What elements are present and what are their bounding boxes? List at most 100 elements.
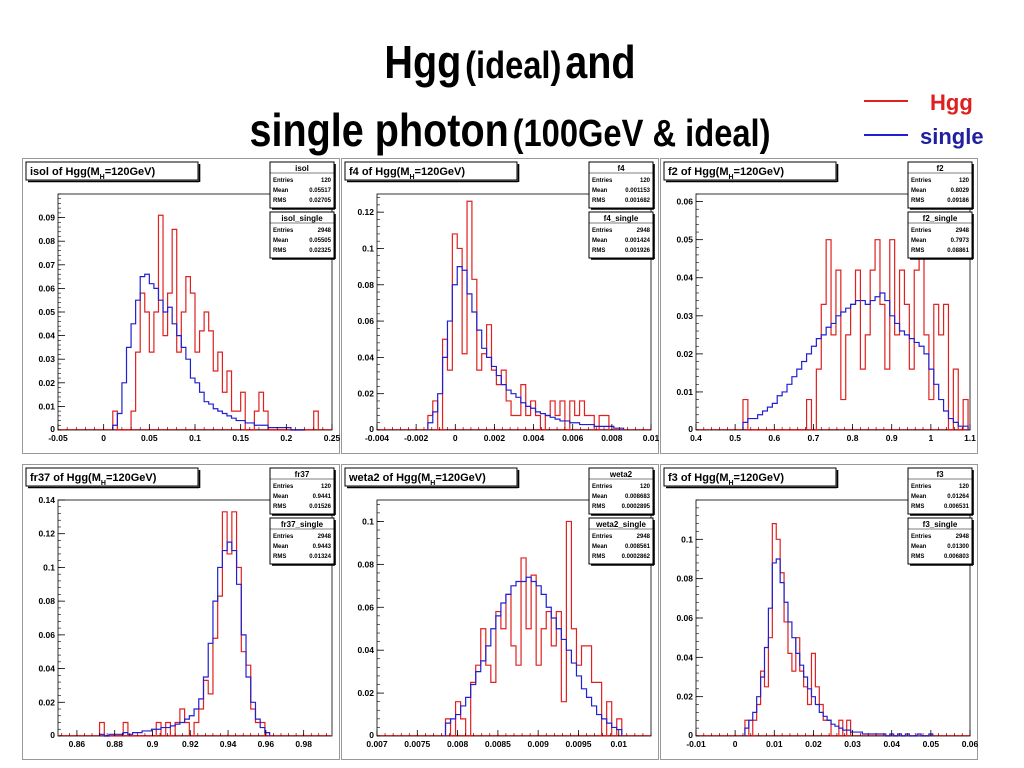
histogram-panel-1: -0.05 0 0.05 0.1 0.15 0.2 0.250.010.020.030.04… xyxy=(22,158,341,454)
stats-key: Entries xyxy=(273,228,294,234)
single-histogram xyxy=(98,541,271,737)
stats-key: Entries xyxy=(592,228,613,234)
panel-title-box xyxy=(344,467,518,487)
stats-key: Entries xyxy=(592,178,613,184)
panel-title-main: isol of Hgg(M xyxy=(30,166,100,178)
y-tick-label: 0.04 xyxy=(357,645,374,655)
x-tick-label: -0.002 xyxy=(404,433,428,443)
stats-key: Mean xyxy=(273,238,289,244)
x-tick-label: 0.2 xyxy=(280,433,292,443)
y-tick-label: 0.1 xyxy=(681,534,693,544)
y-zero-label: 0 xyxy=(688,424,693,434)
x-tick-label: 0.86 xyxy=(69,739,86,749)
y-tick-label: 0.05 xyxy=(38,307,55,317)
x-tick-label: 0.6 xyxy=(768,433,780,443)
stats-key: RMS xyxy=(592,504,605,510)
panel-title: f2 of Hgg(MH=120GeV) xyxy=(663,161,839,183)
panel-title-sub: H xyxy=(728,480,733,487)
stats-key: Mean xyxy=(273,188,289,194)
x-tick-label: 0.0075 xyxy=(404,739,430,749)
stats-value: 0.05517 xyxy=(309,188,331,194)
stats-key: RMS xyxy=(592,554,605,560)
stats-box-frame xyxy=(907,517,973,565)
stats-value: 0.01264 xyxy=(947,494,969,500)
histogram-panel-6: -0.01 0 0.01 0.02 0.03 0.04 0.05 0.060.020.040.… xyxy=(660,464,979,760)
x-tick-label: 0.88 xyxy=(106,739,123,749)
stats-key: Mean xyxy=(592,494,608,500)
stats-value: 0.001424 xyxy=(625,238,651,244)
stats-value: 0.09186 xyxy=(947,198,969,204)
stats-key: Mean xyxy=(592,188,608,194)
x-tick-label: 0.002 xyxy=(484,433,506,443)
y-tick-label: 0.04 xyxy=(357,352,374,362)
stats-key: RMS xyxy=(273,198,286,204)
stats-value: 0.01300 xyxy=(947,544,969,550)
stats-value: 0.01526 xyxy=(309,504,331,510)
x-tick-label: 0.0085 xyxy=(485,739,511,749)
x-tick-label: 0.8 xyxy=(847,433,859,443)
single-histogram xyxy=(744,558,934,737)
x-tick-label: 0.7 xyxy=(808,433,820,443)
x-tick-label: 0.9 xyxy=(147,739,159,749)
stats-value: 120 xyxy=(321,484,332,490)
y-tick-label: 0.06 xyxy=(676,197,693,207)
panel-title-sub: H xyxy=(101,480,106,487)
x-tick-label: 0.007 xyxy=(366,739,388,749)
panel-title-box xyxy=(663,467,837,487)
x-tick-label: 0.06 xyxy=(962,739,979,749)
y-tick-label: 0.03 xyxy=(38,354,55,364)
x-tick-label: -0.004 xyxy=(365,433,389,443)
stats-value: 120 xyxy=(640,484,651,490)
y-tick-label: 0.02 xyxy=(357,688,374,698)
panel-title-end: =120GeV) xyxy=(106,472,157,484)
y-tick-label: 0.03 xyxy=(676,311,693,321)
single-histogram xyxy=(112,273,305,431)
stats-key: Entries xyxy=(273,484,294,490)
stats-key: Entries xyxy=(911,178,932,184)
x-tick-label: 0 xyxy=(733,739,738,749)
panel-title-sub: H xyxy=(100,174,105,181)
legend-hgg-label: Hgg xyxy=(930,90,973,115)
y-tick-label: 0.08 xyxy=(38,596,55,606)
y-tick-label: 0.06 xyxy=(357,602,374,612)
y-tick-label: 0.04 xyxy=(676,273,693,283)
x-tick-label: 0.4 xyxy=(690,433,702,443)
y-zero-label: 0 xyxy=(369,424,374,434)
slide-title: Hgg (ideal) and single photon (100GeV & … xyxy=(200,34,819,170)
panel-title-sub: H xyxy=(409,174,414,181)
x-tick-label: 0.94 xyxy=(220,739,237,749)
stats-key: Entries xyxy=(911,228,932,234)
y-tick-label: 0.1 xyxy=(362,516,374,526)
x-tick-label: 0.01 xyxy=(610,739,627,749)
panel-title-main: weta2 of Hgg(M xyxy=(348,472,430,484)
panel-title: fr37 of Hgg(MH=120GeV) xyxy=(25,467,201,489)
x-tick-label: 0.02 xyxy=(805,739,822,749)
stats-value: 0.001153 xyxy=(625,188,650,194)
legend: Hgg single xyxy=(858,88,1018,158)
panel-title-end: =120GeV) xyxy=(734,472,785,484)
stats-key: RMS xyxy=(911,198,924,204)
stats-value: 0.05505 xyxy=(309,238,331,244)
stats-key: Entries xyxy=(273,534,294,540)
panel-title: isol of Hgg(MH=120GeV) xyxy=(25,161,201,183)
panel-title-box xyxy=(25,161,199,181)
stats-box-frame xyxy=(588,161,654,209)
panel-title-text: isol of Hgg(MH=120GeV) xyxy=(30,166,156,181)
stats-key: Entries xyxy=(592,534,613,540)
x-tick-label: 0.01 xyxy=(643,433,660,443)
stats-value: 0.9441 xyxy=(313,494,332,500)
stats-value: 120 xyxy=(321,178,332,184)
legend-hgg-line xyxy=(864,100,908,102)
stats-box: f3_single Entries 2948 Mean 0.01300 RMS 0.0068… xyxy=(907,517,974,566)
stats-key: Entries xyxy=(592,484,613,490)
y-tick-label: 0.02 xyxy=(357,389,374,399)
panel-title-text: fr37 of Hgg(MH=120GeV) xyxy=(30,472,157,487)
stats-value: 120 xyxy=(640,178,651,184)
x-tick-label: 0.008 xyxy=(447,739,469,749)
stats-value: 0.7973 xyxy=(951,238,970,244)
x-tick-label: 0.25 xyxy=(324,433,341,443)
stats-value: 2948 xyxy=(956,228,970,234)
y-tick-label: 0.02 xyxy=(38,378,55,388)
stats-value: 2948 xyxy=(318,534,332,540)
stats-key: Mean xyxy=(273,544,289,550)
